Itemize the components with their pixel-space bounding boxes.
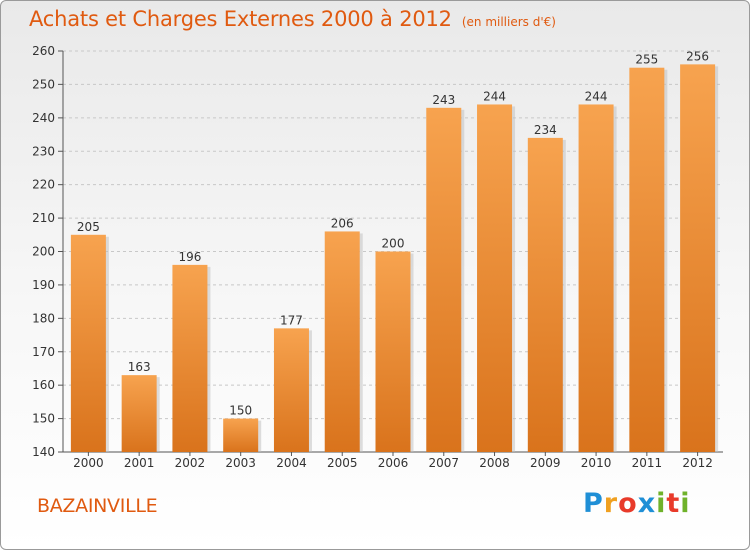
chart-title-text: Achats et Charges Externes 2000 à 2012 [29, 7, 452, 31]
x-tick-label: 2008 [479, 456, 510, 470]
bar [527, 137, 563, 452]
data-label: 244 [483, 89, 506, 103]
bar [70, 234, 106, 452]
data-label: 256 [686, 49, 709, 63]
y-tick-label: 250 [32, 77, 55, 91]
y-tick-label: 220 [32, 178, 55, 192]
data-label: 206 [331, 216, 354, 230]
y-tick-label: 160 [32, 378, 55, 392]
bar [426, 107, 462, 452]
y-tick-label: 240 [32, 111, 55, 125]
bar [375, 251, 411, 452]
x-tick-label: 2012 [682, 456, 713, 470]
x-tick-label: 2010 [581, 456, 612, 470]
y-tick-label: 180 [32, 311, 55, 325]
data-label: 196 [178, 250, 201, 264]
chart-title: Achats et Charges Externes 2000 à 2012 (e… [29, 7, 556, 31]
data-label: 255 [635, 53, 658, 67]
x-tick-label: 2011 [632, 456, 663, 470]
x-tick-label: 2004 [276, 456, 307, 470]
y-tick-label: 200 [32, 245, 55, 259]
y-tick-label: 150 [32, 412, 55, 426]
bar [477, 104, 513, 452]
x-tick-label: 2007 [428, 456, 459, 470]
y-tick-label: 140 [32, 445, 55, 459]
data-label: 234 [534, 123, 557, 137]
bar [324, 231, 360, 452]
x-tick-label: 2006 [378, 456, 409, 470]
bar [680, 64, 716, 452]
data-label: 205 [77, 220, 100, 234]
bar [172, 264, 208, 452]
chart-subtitle: (en milliers d'€) [461, 15, 556, 29]
place-name: BAZAINVILLE [37, 495, 158, 517]
x-tick-label: 2000 [73, 456, 104, 470]
data-label: 200 [382, 237, 405, 251]
data-label: 177 [280, 313, 303, 327]
proxiti-logo: Proxiti [583, 488, 691, 519]
x-tick-label: 2005 [327, 456, 358, 470]
x-tick-label: 2003 [225, 456, 256, 470]
y-tick-label: 260 [32, 44, 55, 58]
data-label: 150 [229, 404, 252, 418]
x-tick-label: 2009 [530, 456, 561, 470]
y-tick-label: 190 [32, 278, 55, 292]
bar [629, 67, 665, 452]
bar [223, 418, 259, 452]
bar [121, 375, 157, 452]
bar [273, 328, 309, 452]
data-label: 243 [432, 93, 455, 107]
bar [578, 104, 614, 452]
y-tick-label: 230 [32, 144, 55, 158]
x-tick-label: 2001 [124, 456, 155, 470]
data-label: 163 [128, 360, 151, 374]
y-tick-label: 170 [32, 345, 55, 359]
y-tick-label: 210 [32, 211, 55, 225]
x-tick-label: 2002 [175, 456, 206, 470]
data-label: 244 [585, 89, 608, 103]
